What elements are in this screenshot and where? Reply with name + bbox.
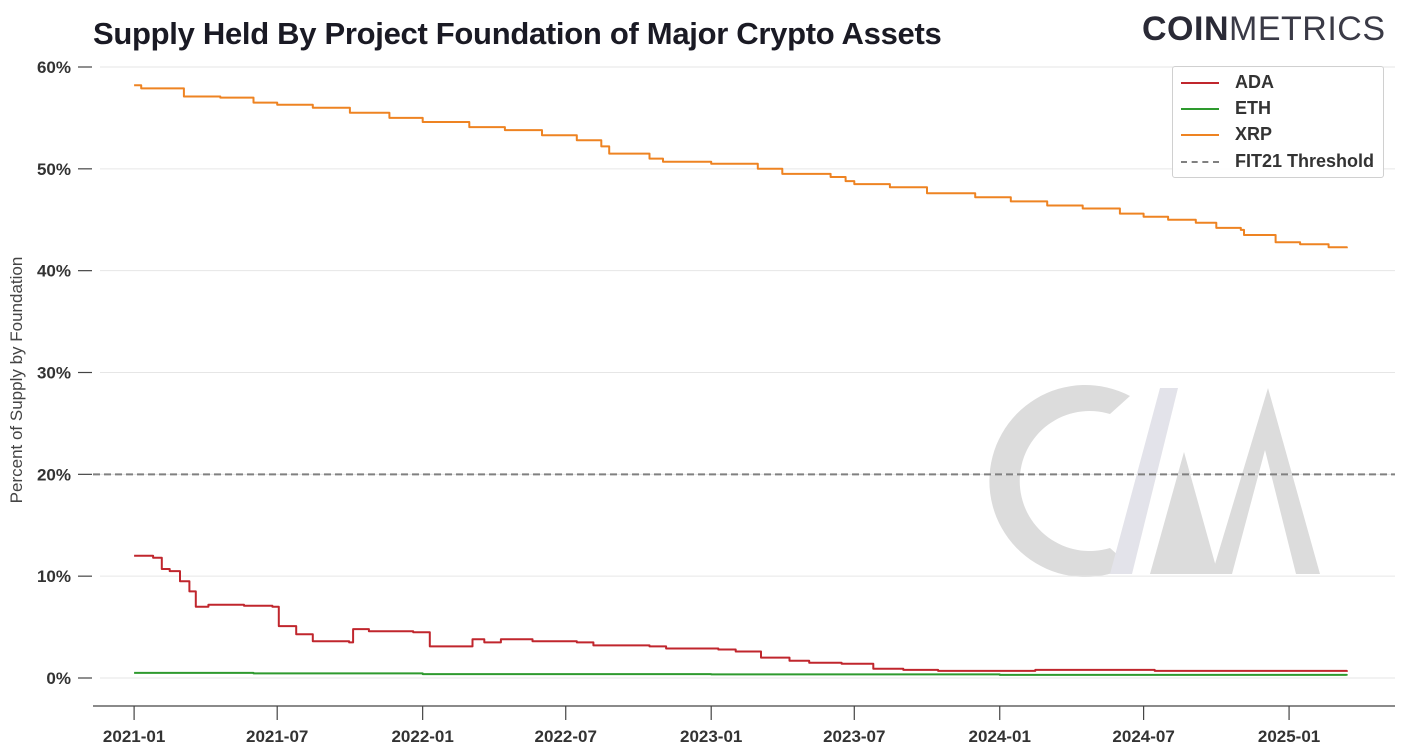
legend-swatch-xrp bbox=[1181, 134, 1219, 136]
y-axis-label: Percent of Supply by Foundation bbox=[7, 256, 26, 504]
x-tick-label: 2024-07 bbox=[1112, 727, 1174, 746]
legend-label-xrp: XRP bbox=[1235, 124, 1273, 144]
y-tick-label: 10% bbox=[37, 567, 71, 586]
coinmetrics-logo: COINMETRICS bbox=[1142, 10, 1386, 49]
x-tick-label: 2021-01 bbox=[103, 727, 165, 746]
y-tick-label: 40% bbox=[37, 262, 71, 281]
legend-swatch-threshold bbox=[1181, 161, 1219, 163]
chart-title: Supply Held By Project Foundation of Maj… bbox=[93, 16, 942, 51]
x-tick-label: 2022-07 bbox=[535, 727, 597, 746]
legend-swatch-eth bbox=[1181, 108, 1219, 110]
x-tick-label: 2025-01 bbox=[1258, 727, 1320, 746]
y-tick-label: 30% bbox=[37, 364, 71, 383]
y-tick-label: 0% bbox=[46, 669, 71, 688]
x-tick-label: 2023-07 bbox=[823, 727, 885, 746]
x-tick-label: 2024-01 bbox=[969, 727, 1031, 746]
legend-label-ada: ADA bbox=[1235, 72, 1274, 92]
y-tick-label: 20% bbox=[37, 465, 71, 484]
legend-label-threshold: FIT21 Threshold bbox=[1235, 151, 1375, 171]
logo-bold-text: COIN bbox=[1142, 10, 1229, 48]
legend-label-eth: ETH bbox=[1235, 98, 1271, 118]
y-tick-label: 50% bbox=[37, 160, 71, 179]
logo-light-text: METRICS bbox=[1229, 10, 1386, 48]
series-line-ada bbox=[134, 554, 1348, 672]
y-tick-label: 60% bbox=[37, 58, 71, 77]
legend: ADA ETH XRP FIT21 Threshold bbox=[1172, 66, 1384, 178]
series-line-eth bbox=[134, 671, 1348, 676]
series-line-xrp bbox=[134, 84, 1348, 249]
watermark-logo bbox=[989, 385, 1320, 577]
legend-swatch-ada bbox=[1181, 82, 1219, 84]
x-tick-label: 2023-01 bbox=[680, 727, 742, 746]
x-tick-label: 2021-07 bbox=[246, 727, 308, 746]
x-tick-label: 2022-01 bbox=[391, 727, 453, 746]
